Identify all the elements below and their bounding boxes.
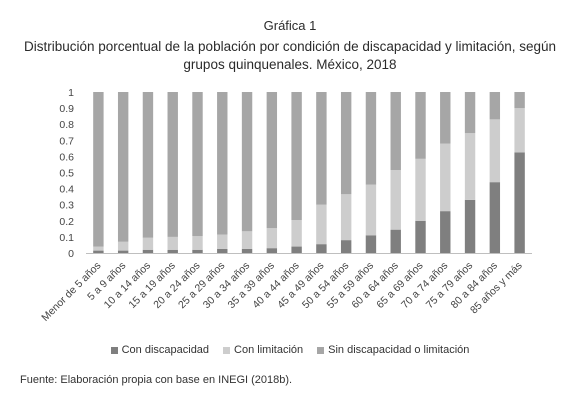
bar-segment-series-1 bbox=[266, 228, 278, 249]
y-tick-label: 1 bbox=[68, 87, 74, 99]
y-tick-label: 0.6 bbox=[59, 151, 74, 163]
bar-segment-series-2 bbox=[340, 92, 352, 195]
bars bbox=[93, 92, 525, 254]
legend-label: Sin discapacidad o limitación bbox=[328, 344, 470, 356]
chart-plot: 0 0.1 0.2 0.3 0.4 0.5 0.6 0.7 0.8 0.9 1 Menor de 5… bbox=[39, 87, 532, 324]
bar-segment-series-0 bbox=[93, 250, 104, 253]
bar-segment-series-1 bbox=[217, 234, 228, 249]
bar-segment-series-0 bbox=[192, 249, 203, 253]
y-tick-label: 0.1 bbox=[59, 232, 74, 244]
bar-segment-series-1 bbox=[192, 236, 203, 250]
legend-label: Con limitación bbox=[234, 344, 304, 356]
bar-segment-series-1 bbox=[117, 241, 129, 251]
y-tick-label: 0.4 bbox=[59, 184, 74, 196]
y-tick-label: 0.5 bbox=[59, 168, 74, 180]
bar-segment-series-0 bbox=[117, 250, 129, 253]
y-axis: 0 0.1 0.2 0.3 0.4 0.5 0.6 0.7 0.8 0.9 1 bbox=[59, 87, 74, 260]
bar-segment-series-1 bbox=[464, 133, 476, 200]
bar-segment-series-2 bbox=[291, 92, 302, 220]
source-note: Fuente: Elaboración propia con base en I… bbox=[20, 374, 293, 386]
bar-segment-series-2 bbox=[464, 92, 476, 134]
legend: Con discapacidad Con limitación Sin discap… bbox=[0, 344, 580, 357]
bar-segment-series-2 bbox=[514, 92, 525, 109]
legend-item: Sin discapacidad o limitación bbox=[317, 344, 469, 356]
bar-segment-series-2 bbox=[365, 92, 377, 185]
bar-segment-series-0 bbox=[291, 246, 302, 253]
bar-segment-series-2 bbox=[93, 92, 104, 247]
bar-segment-series-1 bbox=[440, 143, 451, 212]
legend-swatch bbox=[110, 346, 118, 354]
bar-segment-series-1 bbox=[142, 237, 154, 250]
legend-item: Con discapacidad bbox=[110, 344, 210, 356]
bar-segment-series-0 bbox=[167, 249, 178, 253]
bar-segment-series-2 bbox=[167, 92, 178, 237]
bar-segment-series-0 bbox=[316, 244, 327, 253]
bar-segment-series-2 bbox=[241, 92, 253, 232]
legend-item: Con limitación bbox=[223, 344, 303, 356]
bar-segment-series-2 bbox=[415, 92, 426, 159]
bar-segment-series-2 bbox=[390, 92, 401, 171]
y-tick-label: 0.3 bbox=[59, 200, 74, 212]
bar-segment-series-1 bbox=[167, 236, 178, 250]
bar-segment-series-1 bbox=[241, 231, 253, 249]
bar-segment-series-1 bbox=[93, 246, 104, 251]
bar-segment-series-0 bbox=[241, 248, 253, 253]
bar-segment-series-0 bbox=[514, 152, 525, 254]
bar-segment-series-0 bbox=[142, 249, 154, 253]
bar-segment-series-0 bbox=[440, 211, 451, 253]
bar-segment-series-0 bbox=[365, 235, 377, 253]
chart-title: Distribución porcentual de la población … bbox=[23, 39, 557, 72]
bar-segment-series-1 bbox=[340, 194, 352, 241]
bar-segment-series-0 bbox=[464, 199, 476, 253]
y-tick-label: 0.2 bbox=[59, 216, 74, 228]
y-tick-label: 0 bbox=[68, 248, 74, 260]
bar-segment-series-2 bbox=[266, 92, 278, 229]
bar-segment-series-0 bbox=[340, 240, 352, 253]
bar-segment-series-1 bbox=[390, 170, 401, 230]
figure-caption: Gráfica 1 bbox=[263, 18, 317, 33]
bar-segment-series-1 bbox=[365, 184, 377, 236]
y-tick-label: 0.8 bbox=[59, 119, 74, 131]
bar-segment-series-0 bbox=[266, 248, 278, 253]
legend-swatch bbox=[317, 346, 325, 354]
bar-segment-series-1 bbox=[316, 204, 327, 245]
bar-segment-series-2 bbox=[316, 92, 327, 205]
bar-segment-series-2 bbox=[192, 92, 203, 237]
bar-segment-series-1 bbox=[489, 119, 501, 183]
bar-segment-series-0 bbox=[390, 229, 401, 253]
bar-segment-series-2 bbox=[440, 92, 451, 144]
bar-segment-series-1 bbox=[415, 158, 426, 221]
bar-segment-series-2 bbox=[217, 92, 228, 235]
bar-segment-series-1 bbox=[514, 108, 525, 153]
bar-segment-series-2 bbox=[489, 92, 501, 120]
bar-segment-series-2 bbox=[142, 92, 154, 238]
bar-segment-series-1 bbox=[291, 220, 302, 247]
y-tick-label: 0.7 bbox=[59, 135, 74, 147]
bar-segment-series-2 bbox=[117, 92, 129, 242]
bar-segment-series-0 bbox=[415, 220, 426, 253]
legend-swatch bbox=[223, 346, 231, 354]
bar-segment-series-0 bbox=[489, 182, 501, 253]
bar-segment-series-0 bbox=[217, 248, 228, 253]
y-tick-label: 0.9 bbox=[59, 103, 74, 115]
legend-label: Con discapacidad bbox=[121, 344, 210, 356]
